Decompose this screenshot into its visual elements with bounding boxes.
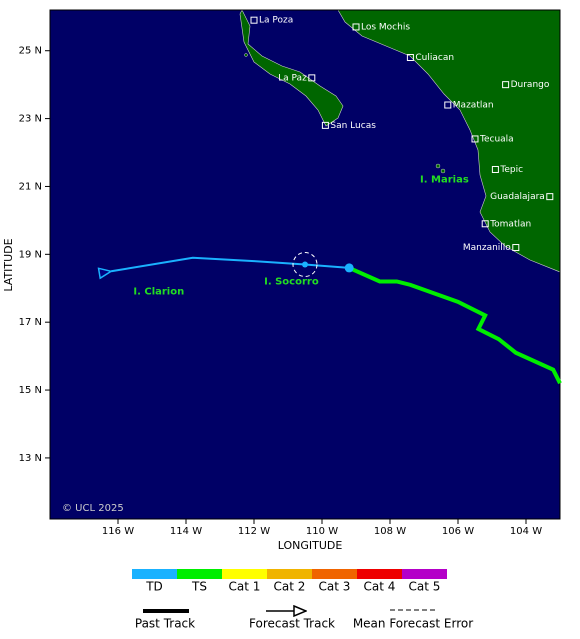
forecast-track	[111, 256, 350, 272]
y-tick-label: 17 N	[19, 317, 42, 328]
category-label: Cat 5	[409, 580, 441, 594]
map-layer	[239, 10, 560, 273]
forecast-point	[302, 261, 308, 268]
city-label: Manzanillo	[463, 243, 511, 253]
city-marker	[308, 74, 316, 82]
x-tick-label: 114 W	[170, 526, 202, 537]
city-marker	[502, 81, 510, 89]
category-label: Cat 2	[274, 580, 306, 594]
current-position	[344, 263, 354, 273]
city-marker	[406, 54, 414, 62]
x-tick-label: 112 W	[238, 526, 270, 537]
x-tick-label: 106 W	[442, 526, 474, 537]
credit: © UCL 2025	[62, 503, 124, 514]
city-marker	[250, 16, 258, 24]
map-frame	[49, 9, 561, 520]
category-label: TS	[191, 580, 207, 594]
city-marker	[321, 121, 329, 129]
legend-label: Forecast Track	[249, 617, 335, 631]
city-label: San Lucas	[330, 121, 376, 131]
city-marker	[481, 220, 489, 228]
category-label: Cat 4	[364, 580, 396, 594]
island-label: I. Clarion	[133, 287, 184, 298]
category-swatch	[267, 569, 312, 579]
x-tick-label: 108 W	[374, 526, 406, 537]
x-tick-label: 116 W	[102, 526, 134, 537]
category-label: TD	[145, 580, 163, 594]
category-swatch	[177, 569, 222, 579]
category-label: Cat 3	[319, 580, 351, 594]
y-axis-label: LATITUDE	[2, 238, 15, 291]
city-marker	[512, 244, 520, 252]
island-shape	[440, 168, 446, 174]
city-marker	[491, 165, 499, 173]
city-label: La Poza	[259, 16, 293, 26]
x-axis-label: LONGITUDE	[278, 539, 343, 552]
city-label: Tomatlan	[489, 219, 531, 229]
y-tick-label: 23 N	[19, 114, 42, 125]
city-label: Tecuala	[479, 134, 514, 144]
city-label: Guadalajara	[490, 192, 545, 202]
legend-label: Past Track	[135, 617, 195, 631]
city-marker	[352, 23, 360, 31]
past-track	[348, 266, 562, 385]
y-tick-label: 25 N	[19, 46, 42, 57]
city-marker	[471, 135, 479, 143]
city-marker	[546, 193, 554, 201]
city-label: Tepic	[499, 165, 523, 175]
y-tick-label: 15 N	[19, 385, 42, 396]
island-shape	[435, 163, 441, 169]
city-marker	[444, 101, 452, 109]
category-swatch	[402, 569, 447, 579]
city-label: Mazatlan	[453, 101, 494, 111]
category-swatch	[222, 569, 267, 579]
city-label: La Paz	[278, 73, 307, 83]
category-label: Cat 1	[229, 580, 261, 594]
y-tick-label: 19 N	[19, 249, 42, 260]
baja-peninsula	[239, 10, 344, 127]
legend-label: Mean Forecast Error	[353, 617, 473, 631]
city-label: Los Mochis	[361, 22, 410, 32]
error-circle	[292, 252, 318, 277]
category-swatch	[132, 569, 177, 579]
x-tick-label: 110 W	[306, 526, 338, 537]
city-label: Culiacan	[415, 53, 454, 63]
mainland	[337, 10, 560, 273]
y-tick-label: 21 N	[19, 181, 42, 192]
category-swatch	[357, 569, 402, 579]
city-label: Durango	[511, 80, 550, 90]
island-label: I. Socorro	[264, 276, 319, 287]
y-tick-label: 13 N	[19, 453, 42, 464]
island-shape	[244, 53, 248, 57]
x-tick-label: 104 W	[510, 526, 542, 537]
category-swatch	[312, 569, 357, 579]
island-label: I. Marias	[420, 175, 469, 186]
